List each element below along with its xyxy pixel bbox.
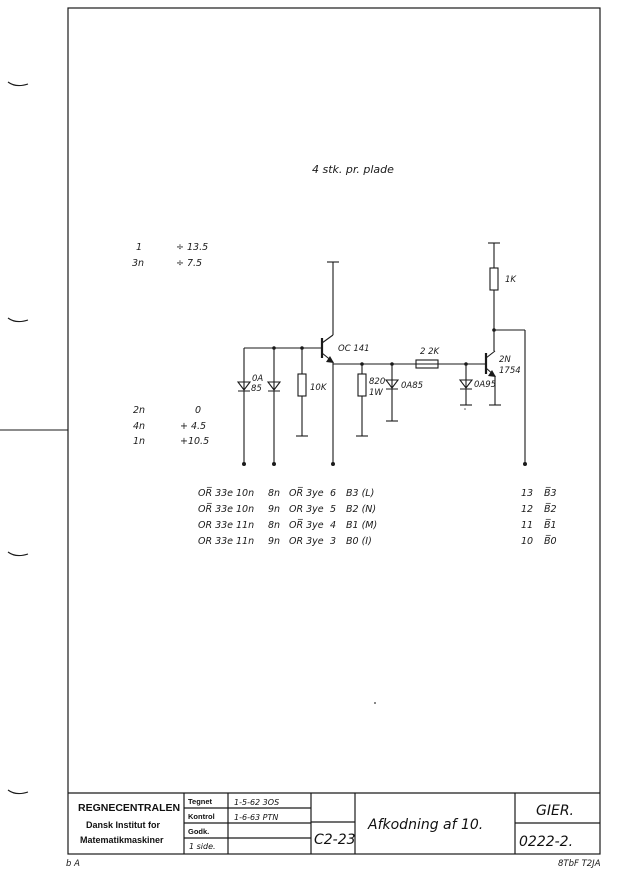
- legend-pin-4n: 4n: [133, 421, 145, 432]
- diode-right-label: 0A95: [474, 380, 496, 390]
- conn-row-1-c6: B3 (L): [346, 488, 374, 499]
- stray-mark-2: [464, 408, 466, 410]
- diode-left-a-symbol: [236, 381, 252, 392]
- conn-row-2-c1: OR̅ 33e: [198, 503, 233, 515]
- drawing-number: 0222-2.: [519, 834, 573, 850]
- binder-mark-4: [7, 789, 29, 795]
- diode-left-label: 0A: [252, 374, 263, 384]
- tegnet-label: Tegnet: [188, 797, 213, 806]
- out-row-3-sig: B̅1: [544, 519, 557, 531]
- diode-left-label-2: 85: [251, 384, 262, 394]
- legend-val-1n: +10.5: [180, 436, 209, 447]
- godk-label: Godk.: [188, 827, 209, 836]
- resistor-1k-label: 1K: [505, 275, 517, 285]
- footer-left-mark: b A: [66, 859, 80, 869]
- resistor-2k2-label: 2 2K: [420, 347, 441, 357]
- legend-val-3n: ÷ 7.5: [176, 258, 202, 269]
- legend-pin-1: 1: [136, 242, 142, 253]
- connection-table: OR̅ 33e 10n 8n OR̅ 3ye 6 B3 (L) OR̅ 33e …: [198, 487, 377, 547]
- legend-val-2n: 0: [195, 405, 201, 416]
- diode-mid-symbol: [384, 379, 400, 390]
- out-row-3-pin: 11: [521, 520, 533, 531]
- drawing-title: Afkodning af 10.: [367, 817, 483, 833]
- binder-mark-2: [7, 317, 29, 323]
- conn-row-2-c3: 9n: [268, 504, 280, 515]
- legend-pin-3n: 3n: [132, 258, 144, 269]
- conn-row-4-c2: 11n: [236, 536, 254, 547]
- conn-row-3-c3: 8n: [268, 520, 280, 531]
- out-row-2-sig: B̅2: [544, 503, 557, 515]
- out-row-4-sig: B̅0: [544, 535, 557, 547]
- conn-row-2-c5: 5: [330, 504, 336, 515]
- resistor-2k2-symbol: [415, 359, 439, 369]
- legend-val-4n: + 4.5: [180, 421, 206, 432]
- org-line-3: Matematikmaskiner: [80, 835, 164, 845]
- footer-right-mark: 8TbF T2JA: [558, 859, 601, 869]
- resistor-10k-label: 10K: [310, 383, 328, 393]
- conn-row-4-c5: 3: [330, 536, 336, 547]
- resistor-10k-symbol: [297, 373, 307, 397]
- conn-row-1-c5: 6: [330, 488, 336, 499]
- diode-left-b-symbol: [266, 381, 282, 392]
- conn-row-4-c6: B0 (I): [346, 536, 372, 547]
- circuit: 0A 85 10K OC 141 820 1W 0A85: [236, 242, 527, 466]
- kontrol-label: Kontrol: [188, 812, 215, 821]
- conn-row-1-c4: OR̅ 3ye: [289, 487, 324, 499]
- conn-row-1-c2: 10n: [236, 488, 254, 499]
- legend-pin-2n: 2n: [133, 405, 145, 416]
- plate-note: 4 stk. pr. plade: [312, 163, 394, 176]
- out-row-2-pin: 12: [521, 504, 533, 515]
- legend-val-1: ÷ 13.5: [176, 242, 208, 253]
- binder-mark-1: [7, 81, 29, 87]
- conn-row-2-c2: 10n: [236, 504, 254, 515]
- machine-name: GIER.: [536, 803, 574, 819]
- conn-row-4-c4: OR 3ye: [289, 536, 324, 547]
- diode-right-symbol: [458, 379, 474, 390]
- resistor-1k-symbol: [489, 267, 499, 291]
- drawing-frame: [67, 7, 601, 855]
- title-block: REGNECENTRALEN Dansk Institut for Matema…: [68, 792, 600, 854]
- q1-label: OC 141: [338, 344, 370, 354]
- stray-mark: [374, 702, 376, 704]
- conn-row-3-c4: OR̅ 3ye: [289, 519, 324, 531]
- org-line-2: Dansk Institut for: [86, 820, 161, 830]
- sheet-code: C2-23: [314, 832, 356, 848]
- conn-row-4-c1: OR 33e: [198, 536, 233, 547]
- output-table: 13 B̅3 12 B̅2 11 B̅1 10 B̅0: [521, 487, 557, 547]
- resistor-820-symbol: [357, 373, 367, 397]
- conn-row-3-c6: B1 (M): [346, 520, 377, 531]
- binder-mark-3: [7, 551, 29, 557]
- diode-mid-label: 0A85: [401, 381, 423, 391]
- conn-row-3-c1: OR 33e: [198, 520, 233, 531]
- conn-row-4-c3: 9n: [268, 536, 280, 547]
- resistor-820-label: 820: [369, 377, 385, 387]
- q2-label-2: 1754: [499, 366, 521, 376]
- kontrol-value: 1-6-63 PTN: [234, 813, 278, 822]
- resistor-820-w-label: 1W: [369, 388, 383, 398]
- side-label: 1 side.: [189, 842, 216, 851]
- conn-row-2-c6: B2 (N): [346, 504, 376, 515]
- conn-row-3-c2: 11n: [236, 520, 254, 531]
- conn-row-1-c3: 8n: [268, 488, 280, 499]
- conn-row-1-c1: OR̅ 33e: [198, 487, 233, 499]
- org-name: REGNECENTRALEN: [78, 802, 180, 814]
- q2-label: 2N: [499, 355, 511, 365]
- out-row-4-pin: 10: [521, 536, 533, 547]
- out-row-1-sig: B̅3: [544, 487, 557, 499]
- conn-row-2-c4: OR 3ye: [289, 504, 324, 515]
- conn-row-3-c5: 4: [330, 520, 336, 531]
- legend-pin-1n: 1n: [133, 436, 145, 447]
- tegnet-value: 1-5-62 3OS: [234, 798, 279, 807]
- out-row-1-pin: 13: [521, 488, 533, 499]
